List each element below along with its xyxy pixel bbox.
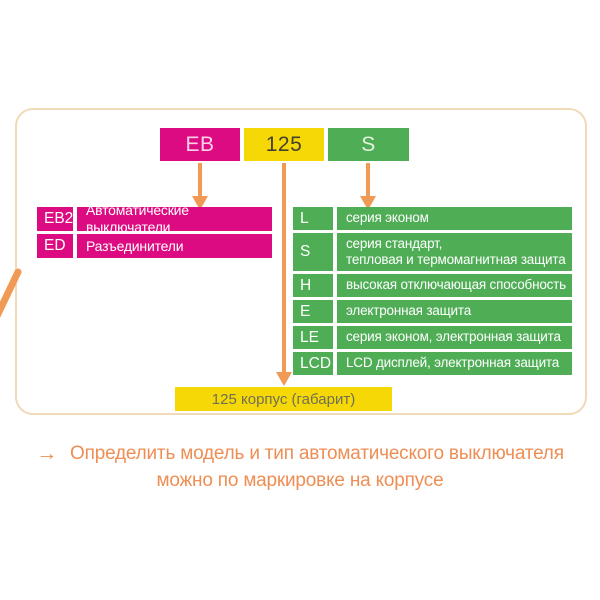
series-description: серия стандарт, тепловая и термомагнитна… <box>337 233 572 271</box>
model-code: EB2 <box>37 207 73 231</box>
series-description: серия эконом, электронная защита <box>337 326 572 349</box>
caption-text-1: Определить модель и тип автоматического … <box>70 443 564 464</box>
series-description: LCD дисплей, электронная защита <box>337 352 572 375</box>
series-code: S <box>293 233 333 271</box>
model-description: Разъединители <box>77 234 272 258</box>
series-code: H <box>293 274 333 297</box>
caption-line-1: → Определить модель и тип автоматическог… <box>0 440 600 467</box>
right-arrow-icon: → <box>36 442 58 465</box>
model-codes-table: EB2 Автоматические выключатели ED Разъед… <box>37 202 272 258</box>
series-code: E <box>293 300 333 323</box>
code-box-model: EB <box>160 128 240 161</box>
frame-size-box: 125 корпус (габарит) <box>175 387 392 411</box>
code-box-series: S <box>328 128 409 161</box>
caption-text-2: можно по маркировке на корпусе <box>156 470 444 491</box>
series-description: электронная защита <box>337 300 572 323</box>
series-code: L <box>293 207 333 230</box>
series-codes-table: L серия эконом S серия стандарт, теплова… <box>293 207 572 375</box>
model-code: ED <box>37 234 73 258</box>
series-code: LE <box>293 326 333 349</box>
code-box-frame-size: 125 <box>244 128 324 161</box>
model-description: Автоматические выключатели <box>77 202 272 235</box>
series-description: высокая отключающая способность <box>337 274 572 297</box>
series-code: LCD <box>293 352 333 375</box>
caption: → Определить модель и тип автоматическог… <box>0 440 600 494</box>
series-description: серия эконом <box>337 207 572 230</box>
